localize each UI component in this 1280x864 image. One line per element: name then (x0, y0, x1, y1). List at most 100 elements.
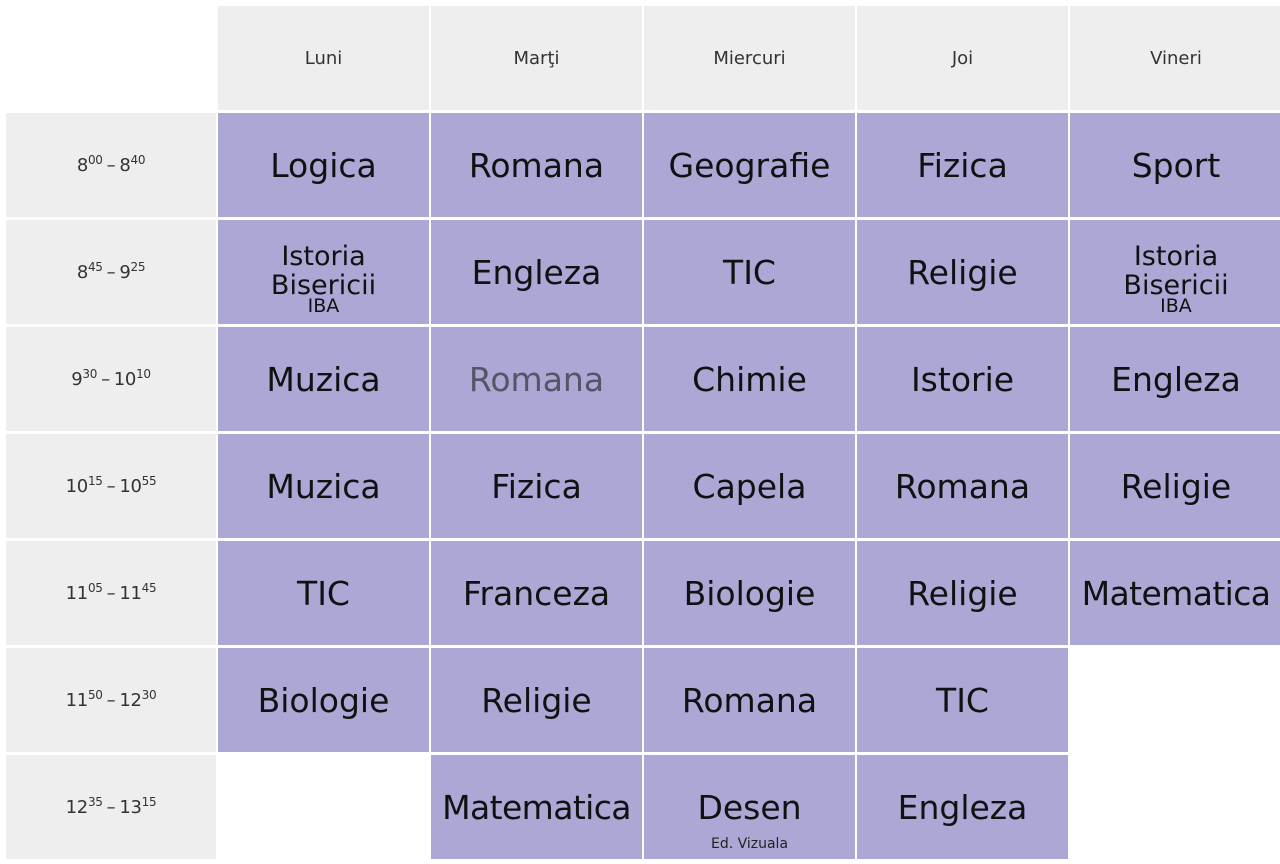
lesson-cell-friday-2[interactable]: Istoria Bisericii IBA (1070, 220, 1280, 324)
lesson-name: Engleza (1111, 359, 1241, 399)
empty-slot-friday-7 (1070, 755, 1280, 859)
empty-slot-monday-7 (218, 755, 429, 859)
lesson-cell-thursday-3[interactable]: Istorie (857, 327, 1068, 431)
start-minute: 05 (87, 580, 103, 595)
lesson-name: Romana (468, 145, 605, 185)
start-minute: 45 (87, 259, 103, 274)
lesson-cell-wednesday-7[interactable]: Desen Ed. Vizuala (644, 755, 855, 859)
lesson-cell-monday-2[interactable]: Istoria Bisericii IBA (218, 220, 429, 324)
lesson-note: IBA (307, 295, 340, 317)
start-minute: 15 (87, 473, 103, 488)
start-hour: 11 (65, 689, 89, 711)
lesson-name: Fizica (917, 145, 1008, 185)
lesson-name: Engleza (897, 787, 1028, 827)
lesson-cell-tuesday-5[interactable]: Franceza (431, 541, 642, 645)
lesson-name: Geografie (668, 145, 831, 185)
lesson-name: Romana (681, 680, 818, 720)
lesson-cell-wednesday-6[interactable]: Romana (644, 648, 855, 752)
lesson-cell-thursday-4[interactable]: Romana (857, 434, 1068, 538)
lesson-name: Matematica (1081, 573, 1271, 613)
end-hour: 10 (113, 368, 137, 390)
end-hour: 10 (119, 475, 142, 497)
lesson-cell-friday-3[interactable]: Engleza (1070, 327, 1280, 431)
end-hour: 12 (119, 689, 142, 711)
lesson-cell-wednesday-3[interactable]: Chimie (644, 327, 855, 431)
start-minute: 30 (82, 366, 98, 381)
lesson-cell-monday-1[interactable]: Logica (218, 113, 429, 217)
lesson-cell-tuesday-4[interactable]: Fizica (431, 434, 642, 538)
start-minute: 00 (87, 152, 103, 167)
day-header-thursday: Joi (857, 6, 1068, 110)
lesson-name: Matematica (442, 787, 631, 827)
empty-slot-friday-6 (1070, 648, 1280, 752)
time-separator: – (106, 261, 116, 283)
lesson-name: Desen (697, 787, 802, 827)
end-minute: 30 (141, 687, 157, 702)
start-hour: 8 (76, 154, 88, 176)
lesson-cell-monday-6[interactable]: Biologie (218, 648, 429, 752)
start-minute: 50 (87, 687, 103, 702)
lesson-cell-thursday-7[interactable]: Engleza (857, 755, 1068, 859)
lesson-cell-friday-5[interactable]: Matematica (1070, 541, 1280, 645)
lesson-name: Fizica (491, 466, 582, 506)
lesson-cell-tuesday-7[interactable]: Matematica (431, 755, 642, 859)
lesson-cell-thursday-6[interactable]: TIC (857, 648, 1068, 752)
lesson-cell-thursday-1[interactable]: Fizica (857, 113, 1068, 217)
lesson-cell-wednesday-2[interactable]: TIC (644, 220, 855, 324)
lesson-name: Logica (270, 145, 377, 185)
lesson-cell-tuesday-6[interactable]: Religie (431, 648, 642, 752)
time-separator: – (106, 475, 116, 497)
period-time-label: 1150–1230 (65, 687, 157, 711)
period-time-label: 800–840 (76, 152, 146, 176)
period-time-5: 1105–1145 (6, 541, 216, 645)
end-hour: 13 (119, 796, 142, 818)
lesson-cell-tuesday-3[interactable]: Romana (431, 327, 642, 431)
period-time-label: 930–1010 (71, 366, 151, 390)
lesson-cell-wednesday-1[interactable]: Geografie (644, 113, 855, 217)
lesson-cell-monday-3[interactable]: Muzica (218, 327, 429, 431)
period-time-1: 800–840 (6, 113, 216, 217)
lesson-cell-thursday-2[interactable]: Religie (857, 220, 1068, 324)
lesson-name: Romana (894, 466, 1031, 506)
time-separator: – (106, 154, 116, 176)
corner-empty-cell (6, 6, 216, 110)
day-header-monday: Luni (218, 6, 429, 110)
day-header-tuesday: Marţi (431, 6, 642, 110)
lesson-subtitle: Ed. Vizuala (710, 836, 789, 852)
lesson-name: Religie (907, 573, 1018, 613)
end-minute: 15 (141, 794, 157, 809)
end-minute: 45 (141, 580, 157, 595)
end-hour: 9 (119, 261, 131, 283)
start-hour: 10 (65, 475, 89, 497)
lesson-cell-friday-1[interactable]: Sport (1070, 113, 1280, 217)
lesson-cell-friday-4[interactable]: Religie (1070, 434, 1280, 538)
lesson-cell-wednesday-5[interactable]: Biologie (644, 541, 855, 645)
end-minute: 25 (130, 259, 146, 274)
lesson-cell-monday-5[interactable]: TIC (218, 541, 429, 645)
end-minute: 40 (130, 152, 146, 167)
lesson-cell-thursday-5[interactable]: Religie (857, 541, 1068, 645)
period-time-7: 1235–1315 (6, 755, 216, 859)
lesson-name: TIC (936, 680, 989, 720)
lesson-name: Istoria Bisericii (1123, 241, 1229, 301)
end-minute: 10 (136, 366, 151, 381)
lesson-cell-monday-4[interactable]: Muzica (218, 434, 429, 538)
time-separator: – (106, 796, 116, 818)
lesson-name: Religie (481, 680, 592, 720)
lesson-name: Religie (1120, 466, 1232, 506)
start-minute: 35 (87, 794, 103, 809)
lesson-name: Istoria Bisericii (270, 241, 377, 301)
time-separator: – (106, 582, 116, 604)
lesson-name: Istorie (910, 359, 1015, 399)
period-time-6: 1150–1230 (6, 648, 216, 752)
lesson-cell-wednesday-4[interactable]: Capela (644, 434, 855, 538)
lesson-note: IBA (1160, 295, 1192, 317)
lesson-name: Religie (907, 252, 1018, 292)
lesson-cell-tuesday-1[interactable]: Romana (431, 113, 642, 217)
end-hour: 8 (119, 154, 131, 176)
lesson-cell-tuesday-2[interactable]: Engleza (431, 220, 642, 324)
start-hour: 8 (76, 261, 88, 283)
end-minute: 55 (141, 473, 157, 488)
lesson-name: Franceza (462, 573, 611, 613)
period-time-label: 1235–1315 (66, 794, 157, 818)
